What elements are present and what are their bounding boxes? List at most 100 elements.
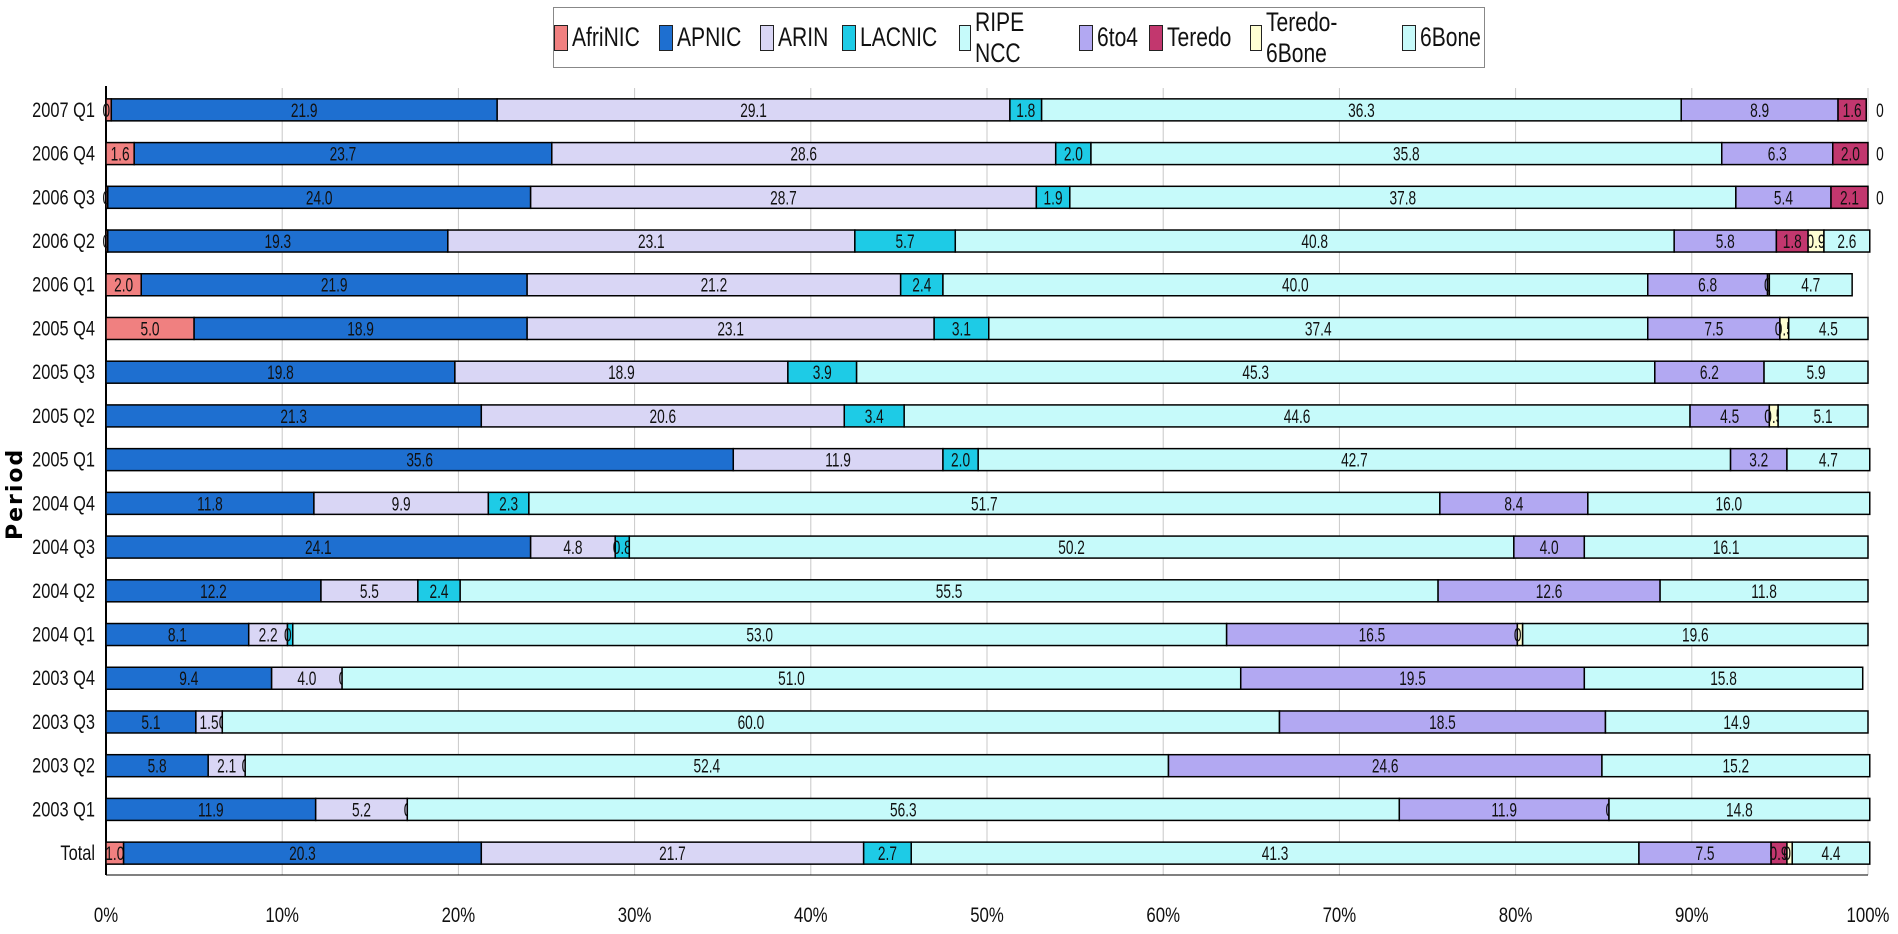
data-label: 0 <box>1876 100 1884 122</box>
bar-segment <box>1587 491 1871 516</box>
legend-swatch <box>1078 24 1093 51</box>
data-label: 5.7 <box>896 231 915 253</box>
data-label: 52.4 <box>694 755 721 777</box>
data-label: 2.7 <box>878 843 897 865</box>
bar-segment <box>1832 141 1869 166</box>
data-label: 21.7 <box>659 843 686 865</box>
bar-segment <box>1583 666 1864 690</box>
data-label: 1.9 <box>1044 187 1063 209</box>
legend-item-arin: ARIN <box>759 22 829 53</box>
data-label: 19.3 <box>264 231 291 253</box>
data-label: 5.8 <box>1716 231 1735 253</box>
x-tick-label: 80% <box>1499 904 1533 927</box>
data-label: 19.6 <box>1682 624 1709 646</box>
data-label: 4.5 <box>1720 406 1739 428</box>
data-label: 24.1 <box>305 537 332 559</box>
data-label: 15.2 <box>1723 755 1750 777</box>
data-label: 2.4 <box>912 275 931 297</box>
data-label: 1.0 <box>105 843 124 865</box>
data-label: 4.4 <box>1821 843 1840 865</box>
data-label: 2.6 <box>1837 231 1856 253</box>
bar-segment <box>1786 447 1871 472</box>
data-label: 0 <box>1876 143 1884 165</box>
data-label: 4.8 <box>563 537 582 559</box>
data-label: 0.8 <box>613 537 632 559</box>
data-label: 56.3 <box>890 799 917 821</box>
data-label: 51.7 <box>971 493 998 515</box>
legend-swatch <box>554 24 568 51</box>
data-label: 53.0 <box>746 624 773 646</box>
data-label: 14.8 <box>1726 799 1753 821</box>
data-label: 15.8 <box>1710 668 1737 690</box>
data-label: 2.1 <box>217 755 236 777</box>
legend-item-teredo: Teredo <box>1149 22 1236 53</box>
data-label: 18.9 <box>347 318 374 340</box>
data-label: 24.0 <box>306 187 333 209</box>
x-tick-label: 100% <box>1847 904 1890 927</box>
data-label: 1.5 <box>200 712 219 734</box>
data-label: 5.1 <box>1814 406 1833 428</box>
data-label: 40.0 <box>1282 275 1309 297</box>
data-label: 1.8 <box>1783 231 1802 253</box>
data-label: 44.6 <box>1284 406 1311 428</box>
x-tick-label: 60% <box>1146 904 1180 927</box>
bar-segment <box>1604 710 1869 734</box>
data-label: 21.3 <box>280 406 307 428</box>
category-label: 2007 Q1 <box>32 98 95 121</box>
legend-item-ripe-ncc: RIPE NCC <box>959 7 1065 69</box>
legend-swatch <box>959 24 971 51</box>
data-label: 23.1 <box>717 318 744 340</box>
data-label: 2.0 <box>951 449 970 471</box>
data-label: 18.9 <box>608 362 635 384</box>
data-label: 21.9 <box>291 100 318 122</box>
category-label: 2004 Q3 <box>32 535 95 558</box>
data-label: 8.9 <box>1750 100 1769 122</box>
bar-segment <box>1768 273 1853 297</box>
data-label: 20.3 <box>289 843 316 865</box>
category-label: 2003 Q1 <box>32 797 95 820</box>
data-label: 12.6 <box>1536 581 1563 603</box>
data-label: 50.2 <box>1058 537 1085 559</box>
chart-legend: AfriNIC APNIC ARIN LACNIC RIPE NCC 6to4 Teredo… <box>553 7 1485 68</box>
bar-segment <box>1608 797 1871 822</box>
data-label: 23.7 <box>330 143 357 165</box>
legend-swatch <box>659 24 673 51</box>
data-label: 24.6 <box>1372 755 1399 777</box>
category-label: 2005 Q3 <box>32 360 95 383</box>
legend-item-apnic: APNIC <box>659 22 746 53</box>
bar-segment <box>1787 316 1869 341</box>
data-label: 2.3 <box>499 493 518 515</box>
data-label: 35.6 <box>406 449 433 471</box>
x-tick-label: 50% <box>970 904 1004 927</box>
data-label: 37.4 <box>1305 318 1332 340</box>
category-label: 2006 Q1 <box>32 273 95 296</box>
data-label: 5.1 <box>141 712 160 734</box>
legend-label: LACNIC <box>860 22 938 52</box>
data-label: 45.3 <box>1242 362 1269 384</box>
data-label: 4.0 <box>1540 537 1559 559</box>
data-label: 2.2 <box>259 624 278 646</box>
legend-label: ARIN <box>777 22 828 52</box>
data-label: 21.9 <box>321 275 348 297</box>
category-label: 2005 Q2 <box>32 404 95 427</box>
legend-swatch <box>1249 24 1262 51</box>
data-label: 12.2 <box>200 581 227 603</box>
x-tick-label: 40% <box>794 904 828 927</box>
data-label: 5.4 <box>1774 187 1793 209</box>
data-label: 3.2 <box>1749 449 1768 471</box>
data-label: 28.7 <box>770 187 797 209</box>
data-label: 3.1 <box>952 318 971 340</box>
data-label: 4.7 <box>1819 449 1838 471</box>
category-label: 2003 Q2 <box>32 754 95 777</box>
category-label: 2004 Q4 <box>32 491 95 514</box>
legend-label: APNIC <box>677 22 742 52</box>
data-label: 3.4 <box>865 406 884 428</box>
category-label: 2005 Q4 <box>32 317 95 340</box>
legend-item-afrinic: AfriNIC <box>554 22 645 53</box>
data-label: 5.8 <box>148 755 167 777</box>
data-label: 1.6 <box>111 143 130 165</box>
bar-segment <box>1659 579 1869 603</box>
x-tick-label: 10% <box>265 904 299 927</box>
data-label: 28.6 <box>790 143 817 165</box>
